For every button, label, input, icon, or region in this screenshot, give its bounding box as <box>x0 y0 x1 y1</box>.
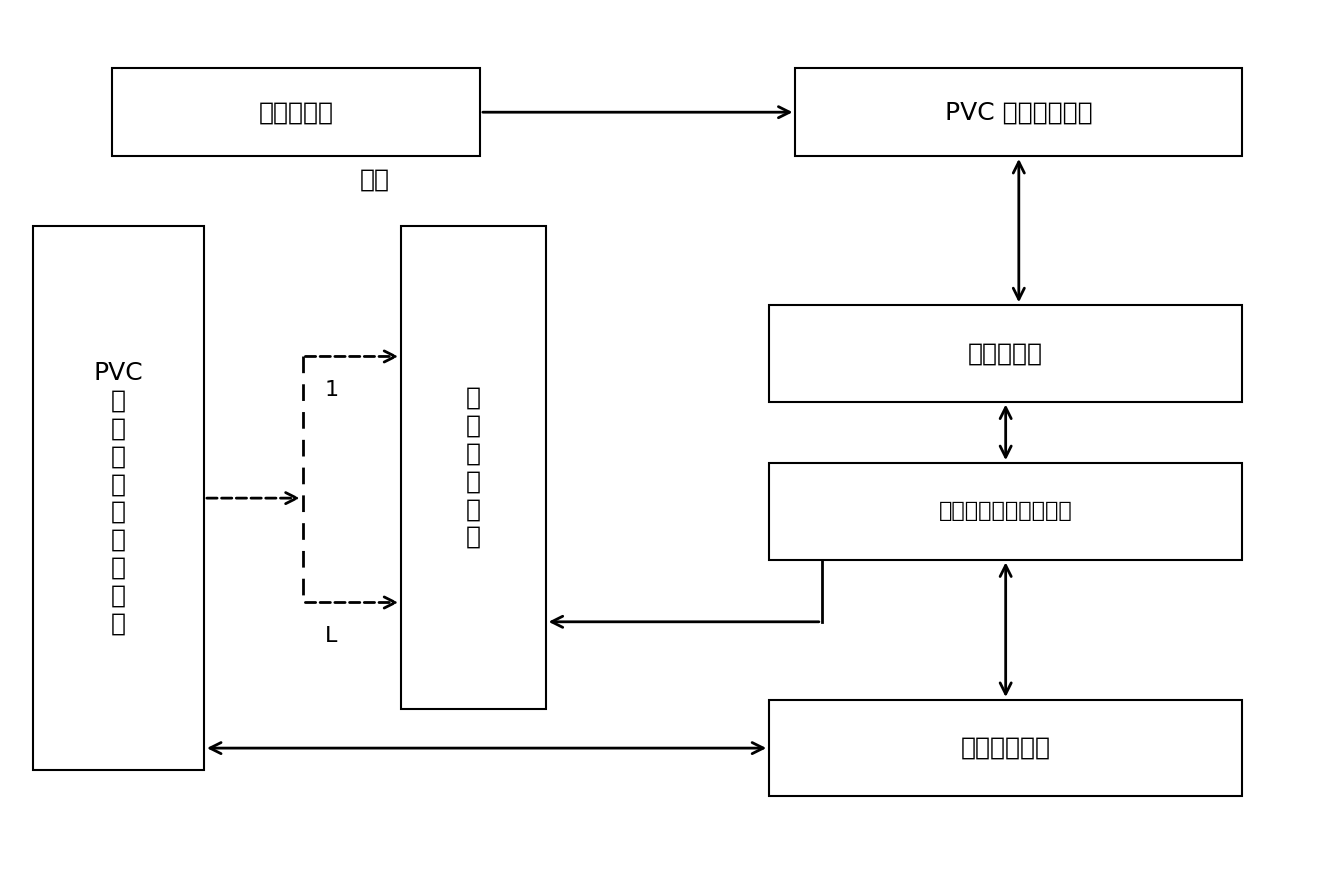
Text: 互联网服务器: 互联网服务器 <box>960 736 1050 760</box>
Text: 工业控制机: 工业控制机 <box>968 341 1044 365</box>
Text: 压
力
采
集
系
统: 压 力 采 集 系 统 <box>466 386 481 549</box>
Bar <box>112 69 479 156</box>
Text: 气路: 气路 <box>360 168 390 192</box>
Bar <box>769 699 1242 797</box>
Bar <box>769 463 1242 560</box>
Bar <box>33 226 205 770</box>
Text: 1: 1 <box>324 380 339 400</box>
Text: L: L <box>325 626 337 646</box>
Text: PVC 数据表存储器: PVC 数据表存储器 <box>946 100 1093 124</box>
Bar <box>769 305 1242 402</box>
Text: PVC
数
据
表
气
压
输
出
系
统: PVC 数 据 表 气 压 输 出 系 统 <box>94 361 143 635</box>
Text: 标准压力源: 标准压力源 <box>259 100 333 124</box>
Bar <box>401 226 546 708</box>
Bar <box>795 69 1242 156</box>
Text: 压力采集精度修正模块: 压力采集精度修正模块 <box>939 502 1073 521</box>
